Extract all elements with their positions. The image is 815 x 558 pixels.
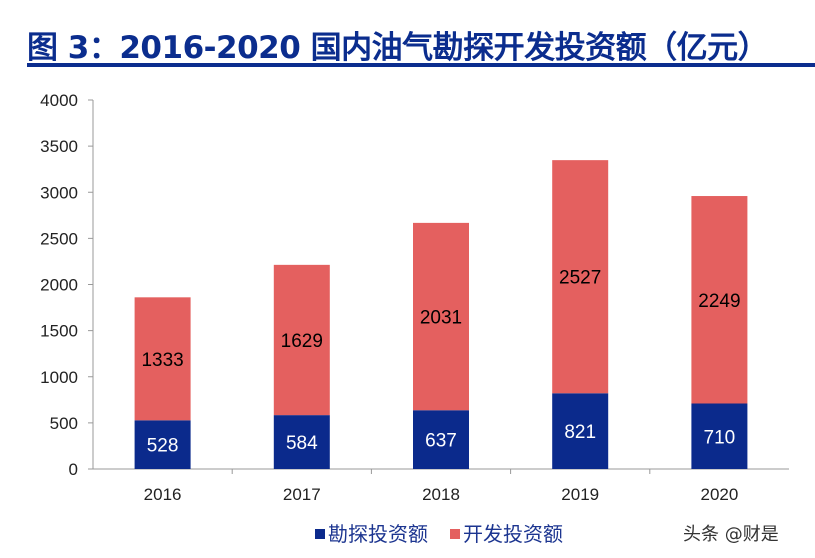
- x-tick-label: 2018: [422, 485, 460, 504]
- y-tick-label: 3000: [40, 183, 78, 202]
- legend-label: 开发投资额: [463, 522, 563, 546]
- bar-exploration: [691, 403, 748, 469]
- y-tick-label: 1500: [40, 322, 78, 341]
- x-tick-label: 2019: [561, 485, 599, 504]
- title-underline: [27, 63, 815, 67]
- data-label: 584: [286, 433, 318, 454]
- bar-development: [413, 222, 469, 411]
- x-tick-label: 2016: [144, 485, 182, 504]
- y-tick-label: 1000: [40, 368, 78, 387]
- legend-item-development: 开发投资额: [450, 518, 563, 547]
- y-tick-label: 2000: [40, 276, 78, 295]
- legend-label: 勘探投资额: [328, 522, 428, 546]
- x-tick-label: 2017: [283, 485, 321, 504]
- bar-exploration: [273, 415, 330, 469]
- legend-swatch: [450, 529, 460, 539]
- x-tick-label: 2020: [700, 485, 738, 504]
- data-label: 528: [147, 436, 179, 457]
- watermark: 头条 @财是: [683, 524, 779, 545]
- y-tick-label: 4000: [40, 91, 78, 110]
- data-label: 637: [425, 431, 457, 452]
- legend-swatch: [315, 529, 325, 539]
- y-tick-label: 500: [50, 414, 78, 433]
- data-label: 2249: [698, 291, 740, 312]
- legend-item-exploration: 勘探投资额: [315, 518, 428, 547]
- data-label: 2031: [420, 308, 462, 329]
- bar-exploration: [413, 410, 469, 469]
- legend: 勘探投资额 开发投资额: [315, 518, 563, 547]
- bar-exploration: [552, 393, 609, 469]
- y-tick-label: 0: [69, 460, 78, 479]
- data-label: 1629: [281, 331, 323, 352]
- data-label: 710: [704, 427, 736, 448]
- bar-exploration: [134, 420, 191, 469]
- data-label: 2527: [559, 268, 601, 289]
- data-label: 1333: [141, 350, 183, 371]
- bar-development: [273, 264, 330, 416]
- bar-development: [691, 196, 748, 404]
- data-label: 821: [564, 422, 596, 443]
- bar-development: [552, 160, 609, 394]
- chart-title: 图 3：2016-2020 国内油气勘探开发投资额（亿元）: [27, 30, 769, 66]
- y-tick-label: 3500: [40, 137, 78, 156]
- y-tick-label: 2500: [40, 229, 78, 248]
- bar-development: [134, 297, 191, 421]
